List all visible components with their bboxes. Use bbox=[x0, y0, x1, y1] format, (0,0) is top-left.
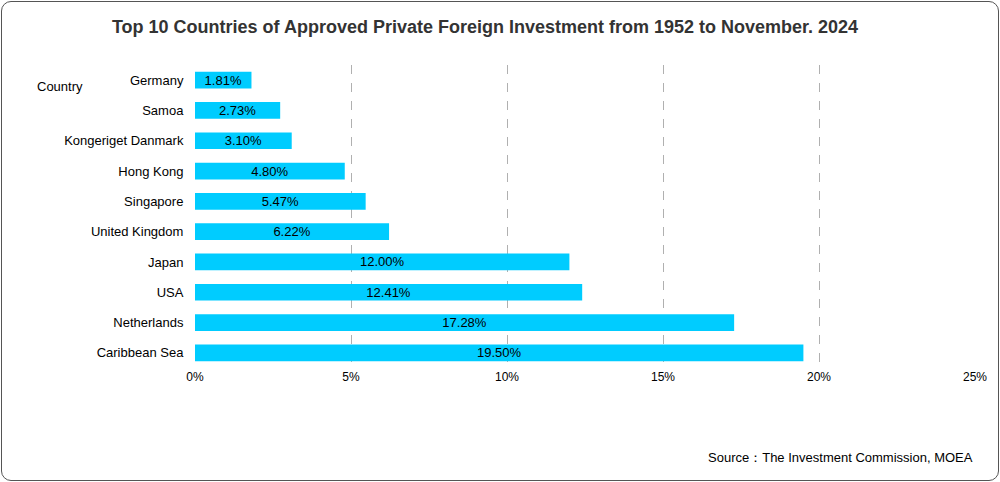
svg-text:1.81%: 1.81% bbox=[205, 73, 242, 88]
svg-text:3.10%: 3.10% bbox=[225, 133, 262, 148]
svg-text:Caribbean Sea: Caribbean Sea bbox=[97, 345, 184, 360]
svg-text:Kongeriget Danmark: Kongeriget Danmark bbox=[64, 133, 184, 148]
svg-text:2.73%: 2.73% bbox=[219, 103, 256, 118]
svg-text:5%: 5% bbox=[342, 370, 360, 384]
svg-text:5.47%: 5.47% bbox=[262, 194, 299, 209]
svg-text:12.00%: 12.00% bbox=[360, 254, 405, 269]
svg-text:6.22%: 6.22% bbox=[273, 224, 310, 239]
svg-text:25%: 25% bbox=[963, 370, 987, 384]
svg-text:0%: 0% bbox=[186, 370, 204, 384]
svg-text:19.50%: 19.50% bbox=[477, 345, 522, 360]
svg-text:10%: 10% bbox=[495, 370, 519, 384]
svg-text:Source：The Investment Commissi: Source：The Investment Commission, MOEA bbox=[708, 450, 973, 465]
svg-text:Germany: Germany bbox=[130, 73, 184, 88]
svg-text:4.80%: 4.80% bbox=[251, 164, 288, 179]
svg-text:20%: 20% bbox=[807, 370, 831, 384]
svg-text:Samoa: Samoa bbox=[142, 103, 184, 118]
svg-text:Hong Kong: Hong Kong bbox=[118, 164, 183, 179]
svg-text:15%: 15% bbox=[651, 370, 675, 384]
svg-text:Singapore: Singapore bbox=[124, 194, 183, 209]
svg-text:17.28%: 17.28% bbox=[442, 315, 487, 330]
svg-text:Country: Country bbox=[37, 79, 83, 94]
svg-text:Top 10 Countries of Approved P: Top 10 Countries of Approved Private For… bbox=[112, 17, 858, 37]
svg-text:United Kingdom: United Kingdom bbox=[91, 224, 184, 239]
svg-text:Netherlands: Netherlands bbox=[113, 315, 184, 330]
svg-text:USA: USA bbox=[157, 285, 184, 300]
svg-text:12.41%: 12.41% bbox=[366, 285, 411, 300]
svg-text:Japan: Japan bbox=[148, 255, 183, 270]
